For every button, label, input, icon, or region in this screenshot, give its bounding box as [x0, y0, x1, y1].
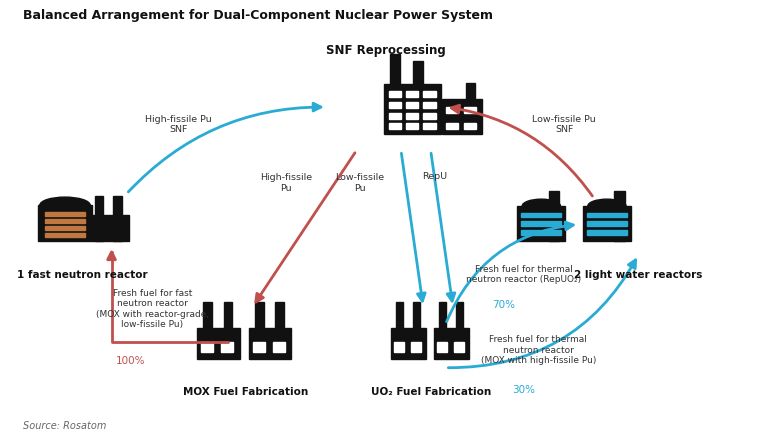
Text: 2 light water reactors: 2 light water reactors — [575, 270, 703, 280]
Bar — [45, 226, 85, 230]
Text: Low-fissile Pu
SNF: Low-fissile Pu SNF — [533, 115, 596, 134]
Bar — [201, 341, 214, 352]
Bar — [423, 102, 435, 108]
Text: Fresh fuel for fast
neutron reactor
(MOX with reactor-grade,
low-fissile Pu): Fresh fuel for fast neutron reactor (MOX… — [96, 289, 209, 329]
Bar — [391, 327, 426, 359]
Bar — [45, 219, 85, 223]
Bar — [446, 123, 458, 129]
Bar — [253, 341, 265, 352]
Text: 1 fast neutron reactor: 1 fast neutron reactor — [17, 270, 147, 280]
Text: SNF Reprocessing: SNF Reprocessing — [326, 44, 446, 57]
Bar — [394, 341, 404, 352]
Bar — [456, 302, 463, 327]
Bar — [518, 206, 565, 241]
Text: High-fissile Pu
SNF: High-fissile Pu SNF — [145, 115, 212, 134]
Bar — [521, 230, 562, 235]
Bar — [197, 327, 240, 359]
Bar — [521, 221, 562, 226]
Bar — [464, 123, 476, 129]
Bar — [466, 83, 475, 99]
Bar — [434, 327, 469, 359]
Bar — [446, 107, 458, 114]
Bar — [406, 91, 418, 97]
Bar — [275, 302, 283, 327]
Bar — [390, 54, 401, 84]
Bar — [423, 113, 435, 119]
Text: UO₂ Fuel Fabrication: UO₂ Fuel Fabrication — [371, 387, 491, 397]
Bar — [464, 107, 476, 114]
Bar — [39, 205, 91, 241]
Bar — [439, 302, 446, 327]
Bar — [113, 196, 122, 241]
Text: 30%: 30% — [512, 385, 535, 395]
Bar — [388, 113, 401, 119]
Text: Fresh fuel for thermal
neutron reactor
(MOX with high-fissile Pu): Fresh fuel for thermal neutron reactor (… — [480, 335, 596, 365]
Bar — [45, 212, 85, 216]
Bar — [587, 213, 627, 217]
Bar — [413, 302, 420, 327]
Bar — [406, 102, 418, 108]
Bar — [587, 221, 627, 226]
Text: Fresh fuel for thermal
neutron reactor (RepUO₂): Fresh fuel for thermal neutron reactor (… — [466, 264, 581, 284]
Bar — [93, 215, 129, 241]
Text: MOX Fuel Fabrication: MOX Fuel Fabrication — [182, 387, 308, 397]
Text: Low-fissile
Pu: Low-fissile Pu — [336, 173, 385, 193]
Bar — [549, 191, 559, 241]
Text: 100%: 100% — [116, 356, 145, 366]
Bar — [423, 91, 435, 97]
Bar — [204, 302, 212, 327]
Ellipse shape — [40, 197, 90, 213]
Bar — [406, 123, 418, 129]
Bar — [396, 302, 403, 327]
Bar — [249, 327, 291, 359]
Bar — [221, 341, 233, 352]
Bar — [454, 341, 464, 352]
Bar — [413, 61, 423, 84]
Bar — [384, 84, 442, 134]
Text: Source: Rosatom: Source: Rosatom — [23, 421, 106, 431]
Text: High-fissile
Pu: High-fissile Pu — [260, 173, 312, 193]
Bar — [614, 191, 625, 241]
Text: RepU: RepU — [422, 172, 447, 181]
Bar — [388, 102, 401, 108]
Bar — [95, 196, 103, 241]
Bar — [388, 91, 401, 97]
Bar — [583, 206, 631, 241]
Bar — [255, 302, 264, 327]
Bar — [45, 233, 85, 237]
Text: Balanced Arrangement for Dual-Component Nuclear Power System: Balanced Arrangement for Dual-Component … — [23, 9, 492, 22]
Bar — [521, 213, 562, 217]
Bar — [388, 123, 401, 129]
Bar — [273, 341, 284, 352]
Bar — [406, 113, 418, 119]
Bar — [587, 230, 627, 235]
Bar — [223, 302, 232, 327]
Bar — [410, 341, 420, 352]
Ellipse shape — [522, 199, 561, 213]
Bar — [437, 341, 447, 352]
Ellipse shape — [587, 199, 626, 213]
Text: 70%: 70% — [492, 300, 515, 310]
Bar — [442, 99, 482, 134]
Bar — [423, 123, 435, 129]
